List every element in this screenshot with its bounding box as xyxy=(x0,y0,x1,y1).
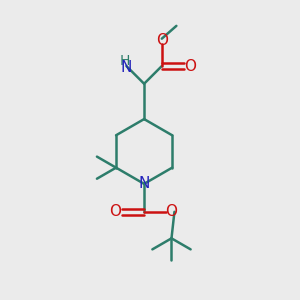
Text: O: O xyxy=(156,33,168,48)
Text: N: N xyxy=(121,60,132,75)
Text: H: H xyxy=(120,54,130,68)
Text: O: O xyxy=(184,58,196,74)
Text: O: O xyxy=(166,204,178,219)
Text: O: O xyxy=(110,204,122,219)
Text: N: N xyxy=(138,176,150,191)
